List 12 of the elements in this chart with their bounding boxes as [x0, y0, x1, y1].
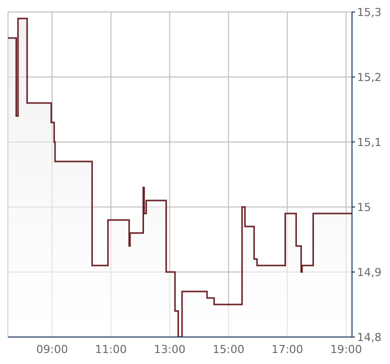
y-tick-label: 15 — [357, 200, 371, 214]
x-tick-label: 17:00 — [271, 342, 304, 356]
x-tick-label: 15:00 — [212, 342, 244, 356]
y-tick-label: 15,1 — [357, 136, 382, 149]
y-tick-label: 14,8 — [357, 330, 382, 344]
y-tick-label: 15,3 — [357, 6, 382, 19]
x-tick-label: 09:00 — [36, 342, 68, 356]
x-tick-label: 13:00 — [154, 342, 186, 356]
y-tick-label: 14,9 — [357, 266, 382, 279]
x-tick-label: 11:00 — [95, 342, 127, 356]
y-tick-label: 15,2 — [357, 70, 382, 84]
x-tick-label: 19:00 — [330, 342, 362, 356]
